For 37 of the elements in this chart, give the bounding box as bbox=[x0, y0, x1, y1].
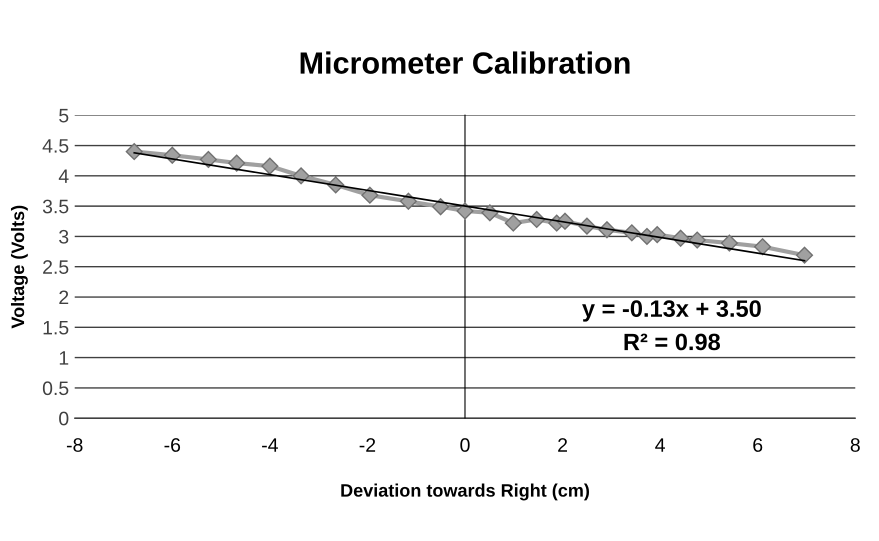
y-tick-label: 1 bbox=[60, 351, 68, 365]
point bbox=[720, 234, 738, 252]
annotation: y = -0.13x + 3.50 bbox=[582, 300, 761, 322]
x-tick-label: -6 bbox=[164, 438, 180, 452]
point bbox=[456, 202, 474, 220]
x-tick-label: 6 bbox=[753, 438, 762, 452]
y-axis-title: Voltage (Volts) bbox=[10, 206, 28, 328]
x-tick-label: 2 bbox=[558, 438, 567, 452]
y-tick-label: 0 bbox=[59, 412, 68, 426]
x-tick-label: -8 bbox=[66, 438, 83, 452]
y-tick-label: 3.5 bbox=[42, 200, 68, 214]
x-tick-label: 0 bbox=[460, 438, 470, 452]
point bbox=[754, 238, 772, 256]
x-tick-label: -2 bbox=[360, 438, 376, 452]
x-axis-title: Deviation towards Right (cm) bbox=[341, 484, 589, 500]
y-tick-label: 4.5 bbox=[42, 139, 68, 153]
point bbox=[126, 143, 143, 160]
x-tick-label: -4 bbox=[262, 438, 278, 452]
y-tick-label: 4 bbox=[58, 169, 69, 183]
y-tick-label: 1.5 bbox=[44, 320, 68, 335]
point bbox=[228, 154, 246, 172]
y-tick-label: 5 bbox=[59, 108, 68, 122]
y-tick-label: 0.5 bbox=[42, 381, 68, 396]
y-tick-label: 2 bbox=[59, 290, 68, 304]
point bbox=[504, 214, 522, 232]
y-tick-label: 2.5 bbox=[43, 260, 68, 274]
point bbox=[432, 198, 450, 216]
x-tick-label: 8 bbox=[850, 438, 860, 452]
chart-title: Micrometer Calibration bbox=[300, 51, 630, 74]
point bbox=[200, 150, 217, 168]
x-tick-label: 4 bbox=[655, 438, 665, 452]
point bbox=[400, 192, 417, 210]
y-tick-label: 3 bbox=[59, 230, 68, 244]
point bbox=[361, 186, 378, 204]
point bbox=[796, 246, 814, 264]
point bbox=[261, 158, 278, 175]
annotation: R² = 0.98 bbox=[624, 334, 720, 350]
